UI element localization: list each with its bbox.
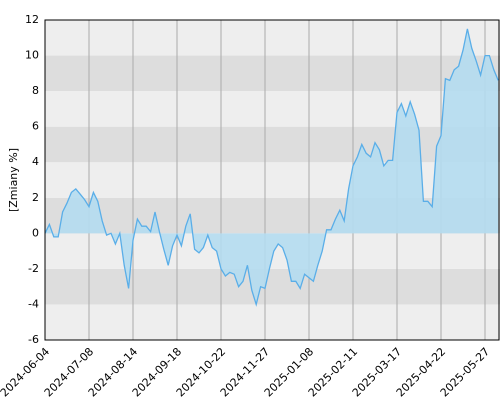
- y-tick-label: 8: [32, 84, 39, 97]
- grid-band: [45, 126, 500, 163]
- grid-band: [45, 91, 500, 127]
- y-tick-label: -2: [28, 262, 39, 275]
- grid-band: [45, 55, 500, 92]
- y-tick-label: 12: [25, 13, 39, 26]
- y-tick-label: -6: [28, 333, 39, 346]
- y-tick-label: 2: [32, 191, 39, 204]
- grid-band: [45, 304, 500, 340]
- y-tick-label: 4: [32, 155, 39, 168]
- y-axis-label: [Zmiany %]: [7, 148, 20, 212]
- y-tick-label: 10: [25, 49, 39, 62]
- line: [44, 28, 499, 307]
- y-tick-label: -4: [28, 297, 39, 310]
- grid-band: [45, 162, 500, 198]
- grid-band: [45, 268, 500, 305]
- y-tick-label: 0: [32, 226, 39, 239]
- y-tick-label: 6: [32, 120, 39, 133]
- plot-frame: [44, 19, 500, 341]
- area: [45, 28, 499, 305]
- grid-band: [45, 20, 500, 56]
